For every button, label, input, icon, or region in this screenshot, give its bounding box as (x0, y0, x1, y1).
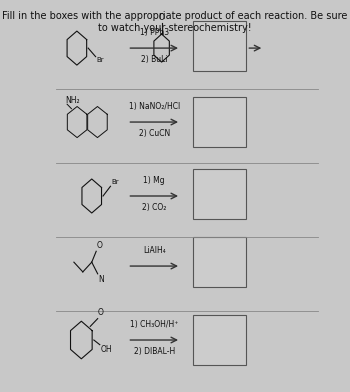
Text: O: O (97, 241, 103, 250)
Text: N: N (98, 276, 104, 285)
Bar (193, 315, 246, 365)
Text: 1) NaNO₂/HCl: 1) NaNO₂/HCl (128, 102, 180, 111)
Bar (193, 237, 246, 287)
Bar (193, 169, 246, 220)
Text: O: O (97, 309, 103, 318)
Text: 2) DIBAL-H: 2) DIBAL-H (134, 347, 175, 356)
Text: 2) CO₂: 2) CO₂ (142, 203, 166, 212)
Text: Br: Br (96, 58, 104, 64)
Text: 1) Mg: 1) Mg (144, 176, 165, 185)
Text: O: O (159, 13, 164, 22)
Text: LiAlH₄: LiAlH₄ (143, 246, 166, 255)
Bar (193, 21, 246, 71)
Text: 1) PPh3: 1) PPh3 (140, 28, 169, 37)
Text: 2) CuCN: 2) CuCN (139, 129, 170, 138)
Text: Fill in the boxes with the appropriate product of each reaction. Be sure to watc: Fill in the boxes with the appropriate p… (2, 11, 348, 33)
Text: 2) BuLi: 2) BuLi (141, 55, 168, 64)
Text: 1) CH₃OH/H⁺: 1) CH₃OH/H⁺ (130, 320, 178, 329)
Bar (193, 97, 246, 147)
Text: NH₂: NH₂ (65, 96, 79, 105)
Text: OH: OH (100, 345, 112, 354)
Text: Br: Br (111, 180, 119, 185)
